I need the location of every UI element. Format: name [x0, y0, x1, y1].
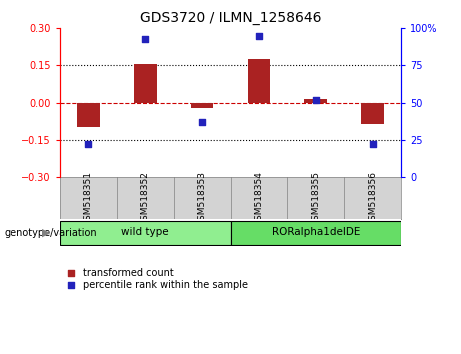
- Text: GSM518355: GSM518355: [311, 171, 320, 226]
- Bar: [77, 103, 100, 127]
- Bar: [230, 221, 401, 245]
- Bar: [248, 59, 270, 103]
- Bar: [191, 103, 213, 108]
- Bar: [304, 99, 327, 103]
- Text: GSM518352: GSM518352: [141, 171, 150, 226]
- Text: GSM518353: GSM518353: [198, 171, 207, 226]
- Point: [68, 282, 75, 288]
- Bar: [60, 221, 230, 245]
- Point: [142, 36, 149, 41]
- Point: [255, 33, 263, 39]
- Bar: [361, 103, 384, 124]
- Bar: [134, 63, 157, 103]
- Text: percentile rank within the sample: percentile rank within the sample: [83, 280, 248, 290]
- Text: wild type: wild type: [121, 227, 169, 237]
- Text: ▶: ▶: [42, 228, 51, 238]
- Text: transformed count: transformed count: [83, 268, 174, 278]
- Text: GSM518354: GSM518354: [254, 171, 263, 226]
- Point: [369, 142, 376, 147]
- Text: GSM518351: GSM518351: [84, 171, 93, 226]
- Text: GSM518356: GSM518356: [368, 171, 377, 226]
- Text: genotype/variation: genotype/variation: [5, 228, 97, 238]
- Point: [312, 97, 319, 103]
- Point: [85, 142, 92, 147]
- Text: RORalpha1delDE: RORalpha1delDE: [272, 227, 360, 237]
- Point: [68, 270, 75, 275]
- Point: [198, 119, 206, 125]
- Title: GDS3720 / ILMN_1258646: GDS3720 / ILMN_1258646: [140, 11, 321, 24]
